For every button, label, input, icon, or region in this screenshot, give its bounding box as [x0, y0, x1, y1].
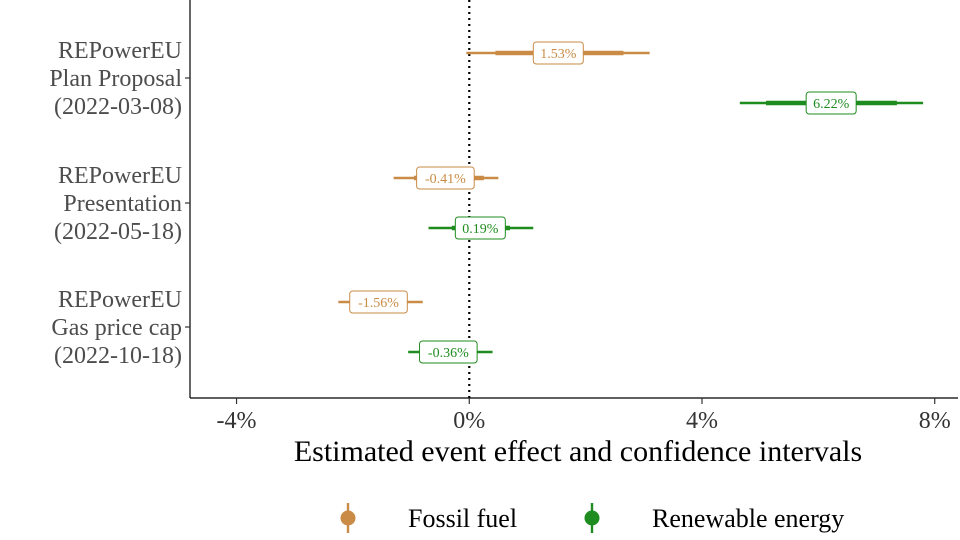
axes: -4% 0% 4% 8% [185, 0, 958, 434]
category-label-line: (2022-10-18) [54, 343, 182, 369]
x-tick-label: 4% [686, 408, 718, 434]
legend-key-dot [340, 510, 356, 526]
legend-key-dot [584, 510, 600, 526]
estimate-label: 6.22% [813, 97, 850, 112]
category-label: REPowerEU Plan Proposal (2022-03-08) [49, 38, 182, 120]
legend-label: Renewable energy [652, 504, 844, 533]
legend-label: Fossil fuel [408, 504, 517, 533]
category-label-line: (2022-05-18) [54, 219, 182, 245]
category-label-line: REPowerEU [58, 287, 182, 313]
x-tick-label: 8% [919, 408, 951, 434]
estimate-label: 1.53% [540, 47, 577, 62]
estimate-label-box [532, 41, 584, 65]
estimate-label-box [454, 216, 506, 240]
category-label: REPowerEU Gas price cap (2022-10-18) [51, 287, 182, 369]
category-labels: REPowerEU Plan Proposal (2022-03-08)REPowe… [49, 38, 182, 369]
x-tick-label: -4% [217, 408, 257, 434]
x-tick-label: 0% [453, 408, 485, 434]
estimate-label: -0.41% [425, 172, 466, 187]
estimate-labels: 1.53% -0.41% -1.56% 6.22% 0.19% -0.36% [349, 41, 857, 364]
category-label-line: REPowerEU [58, 38, 182, 64]
estimate-label-box [349, 290, 408, 314]
estimate-label: -0.36% [428, 346, 469, 361]
category-label: REPowerEU Presentation (2022-05-18) [54, 163, 182, 245]
category-label-line: Plan Proposal [49, 66, 182, 92]
category-label-line: REPowerEU [58, 163, 182, 189]
category-label-line: Presentation [63, 191, 182, 217]
estimate-label-box [416, 166, 475, 190]
x-axis-ticks: -4% 0% 4% 8% [217, 398, 951, 434]
x-axis-title: Estimated event effect and confidence in… [294, 435, 862, 468]
estimate-label-box [805, 91, 857, 115]
estimate-label-box [419, 340, 478, 364]
estimate-label: 0.19% [462, 222, 499, 237]
legend: Fossil fuel Renewable energy [340, 503, 844, 533]
category-label-line: (2022-03-08) [54, 94, 182, 120]
category-label-line: Gas price cap [51, 315, 182, 341]
y-axis-ticks [185, 77, 190, 328]
estimate-label: -1.56% [358, 296, 399, 311]
